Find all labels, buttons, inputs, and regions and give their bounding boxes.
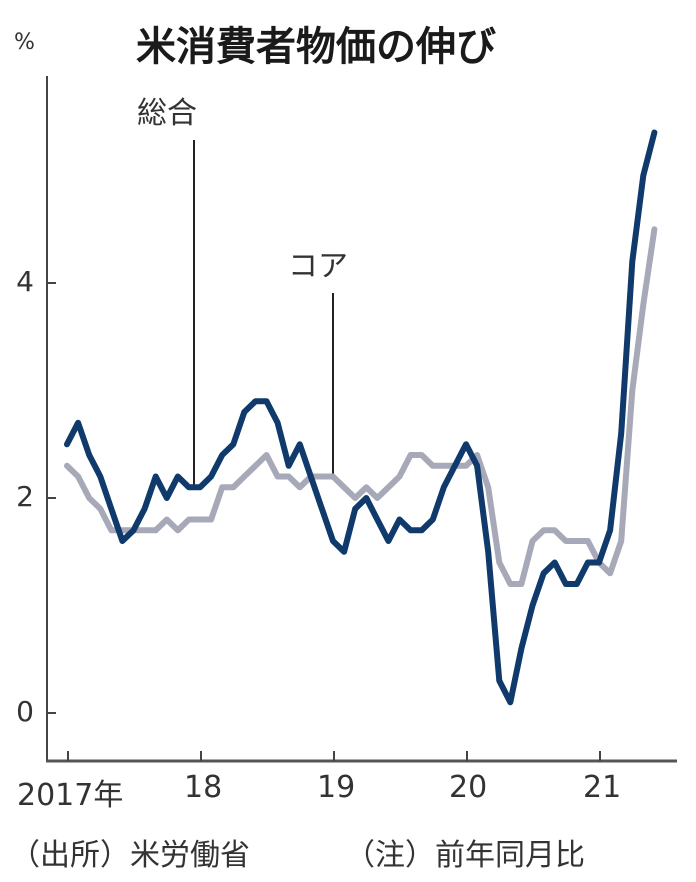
data-note: （注）前年同月比 xyxy=(345,838,585,873)
x-axis-ticks xyxy=(67,751,601,761)
y-tick-label-0: 0 xyxy=(16,695,34,728)
x-tick-label-2021: 21 xyxy=(583,770,622,805)
y-axis-ticks xyxy=(47,282,56,714)
headline-cpi-line xyxy=(64,129,658,706)
core-series-label: コア xyxy=(288,249,348,284)
y-tick-label-2: 2 xyxy=(16,480,34,513)
source-note: （出所）米労働省 xyxy=(10,838,250,873)
headline-series-label: 総合 xyxy=(137,96,197,131)
core-cpi-line xyxy=(64,226,658,587)
y-tick-label-4: 4 xyxy=(16,265,34,298)
x-tick-label-2018: 18 xyxy=(184,770,223,805)
chart-title: 米消費者物価の伸び xyxy=(136,24,496,70)
x-tick-label-2017: 2017年 xyxy=(17,778,124,813)
y-axis-unit: % xyxy=(14,30,35,55)
x-tick-label-2020: 20 xyxy=(449,770,488,805)
x-tick-label-2019: 19 xyxy=(317,770,356,805)
